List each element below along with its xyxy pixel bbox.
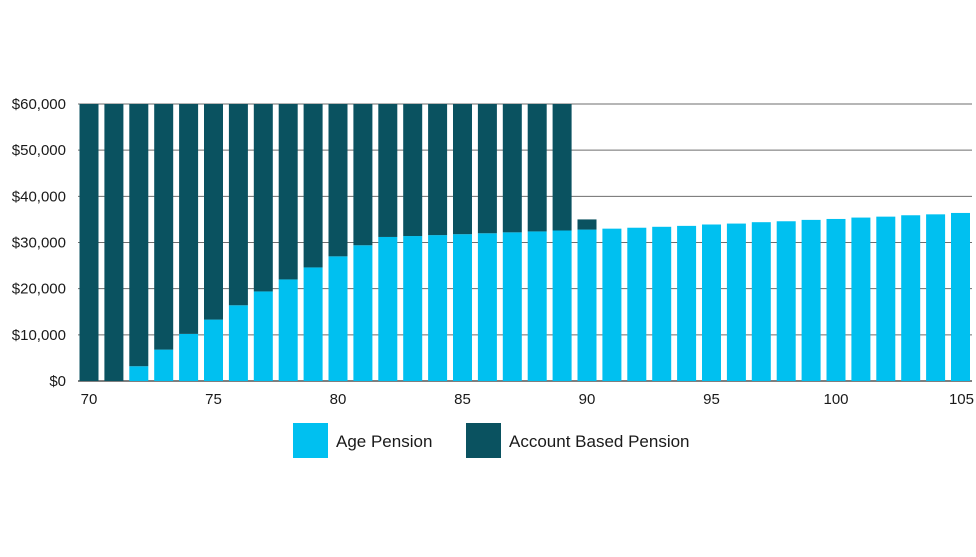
x-axis-ticks: 70 75 80 85 90 95 100 105 (81, 391, 974, 408)
bar-age-pension (627, 227, 647, 381)
y-axis-ticks: $0 $10,000 $20,000 $30,000 $40,000 $50,000 $60… (12, 96, 66, 390)
bar-age-pension (502, 232, 522, 381)
bar-age-pension (677, 225, 697, 381)
legend-swatch-account-based-pension (466, 423, 501, 458)
bar-age-pension (353, 245, 373, 381)
x-tick-label: 105 (949, 391, 974, 408)
bar-account-based-pension (204, 104, 223, 320)
bar-age-pension (801, 219, 821, 381)
bar-account-based-pension (378, 104, 398, 237)
bar-age-pension (453, 234, 472, 381)
bar-account-based-pension (253, 104, 273, 292)
bar-account-based-pension (129, 104, 149, 367)
bar-account-based-pension (527, 104, 547, 232)
bar-age-pension (851, 217, 871, 381)
x-tick-label: 90 (579, 391, 596, 408)
bar-age-pension (951, 212, 970, 381)
bar-account-based-pension (453, 104, 472, 235)
bar-account-based-pension (104, 104, 124, 381)
x-tick-label: 75 (205, 391, 222, 408)
bar-age-pension (577, 229, 597, 381)
x-tick-label: 80 (330, 391, 347, 408)
bar-age-pension (278, 279, 298, 381)
bar-account-based-pension (577, 219, 597, 230)
bar-age-pension (228, 305, 248, 381)
bar-account-based-pension (278, 104, 298, 280)
bar-account-based-pension (79, 104, 99, 381)
y-tick-label: $0 (49, 373, 66, 390)
bar-age-pension (926, 214, 946, 381)
x-tick-label: 85 (454, 391, 471, 408)
legend-label-account-based-pension: Account Based Pension (509, 432, 690, 451)
bar-account-based-pension (477, 104, 497, 234)
bar-account-based-pension (552, 104, 572, 231)
gridlines (78, 103, 972, 382)
bar-account-based-pension (502, 104, 522, 233)
y-tick-label: $10,000 (12, 327, 66, 344)
bar-age-pension (826, 218, 846, 381)
bar-age-pension (328, 256, 348, 381)
bar-age-pension (129, 366, 149, 381)
y-tick-label: $20,000 (12, 281, 66, 298)
bar-age-pension (204, 319, 223, 381)
y-tick-label: $40,000 (12, 188, 66, 205)
legend-label-age-pension: Age Pension (336, 432, 432, 451)
bar-age-pension (751, 222, 771, 381)
bar-account-based-pension (328, 104, 348, 257)
bar-account-based-pension (154, 104, 174, 350)
legend: Age Pension Account Based Pension (293, 423, 690, 458)
y-tick-label: $60,000 (12, 96, 66, 113)
bar-age-pension (303, 267, 323, 381)
bar-age-pension (527, 231, 547, 381)
bar-age-pension (477, 233, 497, 381)
bar-age-pension (154, 349, 174, 381)
bar-age-pension (726, 223, 746, 381)
bar-age-pension (403, 236, 423, 381)
bar-age-pension (602, 228, 622, 381)
y-tick-label: $30,000 (12, 235, 66, 252)
bar-age-pension (552, 230, 572, 381)
bar-account-based-pension (353, 104, 373, 246)
x-tick-label: 70 (81, 391, 98, 408)
bars-group (79, 104, 970, 381)
bar-age-pension (652, 226, 672, 381)
bar-age-pension (702, 224, 721, 381)
bar-age-pension (901, 215, 921, 381)
bar-account-based-pension (179, 104, 199, 334)
bar-age-pension (876, 216, 896, 381)
bar-age-pension (179, 333, 199, 381)
bar-age-pension (253, 291, 273, 381)
bar-account-based-pension (228, 104, 248, 306)
y-tick-label: $50,000 (12, 142, 66, 159)
bar-account-based-pension (428, 104, 448, 236)
x-tick-label: 95 (703, 391, 720, 408)
bar-account-based-pension (403, 104, 423, 237)
x-tick-label: 100 (823, 391, 848, 408)
bar-age-pension (428, 235, 448, 381)
bar-age-pension (776, 221, 796, 381)
bar-account-based-pension (303, 104, 323, 268)
bar-age-pension (378, 236, 398, 381)
legend-swatch-age-pension (293, 423, 328, 458)
